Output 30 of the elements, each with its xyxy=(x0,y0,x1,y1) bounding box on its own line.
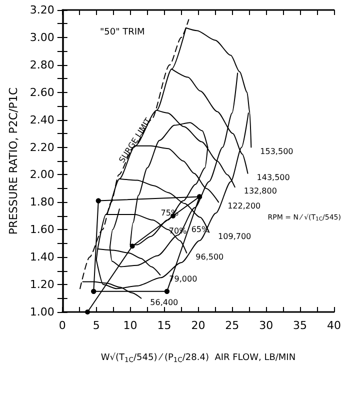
series-label: 132,800 xyxy=(244,186,277,196)
y-tick-label: 1.20 xyxy=(30,278,54,292)
y-tick-label: 2.80 xyxy=(30,58,54,72)
x-tick-label: 0 xyxy=(58,319,66,332)
series-label: 122,200 xyxy=(228,202,261,211)
y-tick-label: 2.60 xyxy=(30,86,54,99)
x-tick-label: 25 xyxy=(225,319,240,332)
y-tick-label: 2.40 xyxy=(30,113,54,126)
y-tick-label: 1.40 xyxy=(30,250,54,264)
series-label: 109,700 xyxy=(218,232,252,241)
y-tick-label: 3.00 xyxy=(30,30,54,44)
y-tick-label: 1.80 xyxy=(30,196,54,209)
x-tick-label: 15 xyxy=(157,319,172,332)
x-tick-label: 40 xyxy=(327,319,341,332)
y-tick-label: 2.00 xyxy=(30,168,54,182)
y-tick-label: 3.20 xyxy=(30,4,54,16)
y-tick-label: 1.60 xyxy=(30,223,54,236)
series-label: 143,500 xyxy=(256,172,290,182)
x-tick-label: 5 xyxy=(92,319,100,332)
text: "50" TRIM xyxy=(100,28,145,38)
series-label: 96,500 xyxy=(196,252,224,262)
x-tick-label: 30 xyxy=(259,319,274,332)
y-tick-label: 2.20 xyxy=(30,140,54,154)
x-tick-label: 35 xyxy=(293,319,308,332)
y-tick-label: 1.00 xyxy=(30,306,54,318)
y-axis-title: PRESSURE RATIO, P2C/P1C xyxy=(7,87,20,235)
series-label: 153,500 xyxy=(260,146,294,156)
x-tick-label: 20 xyxy=(191,319,206,332)
series-label: 56,400 xyxy=(150,298,178,307)
x-tick-label: 10 xyxy=(123,319,138,332)
